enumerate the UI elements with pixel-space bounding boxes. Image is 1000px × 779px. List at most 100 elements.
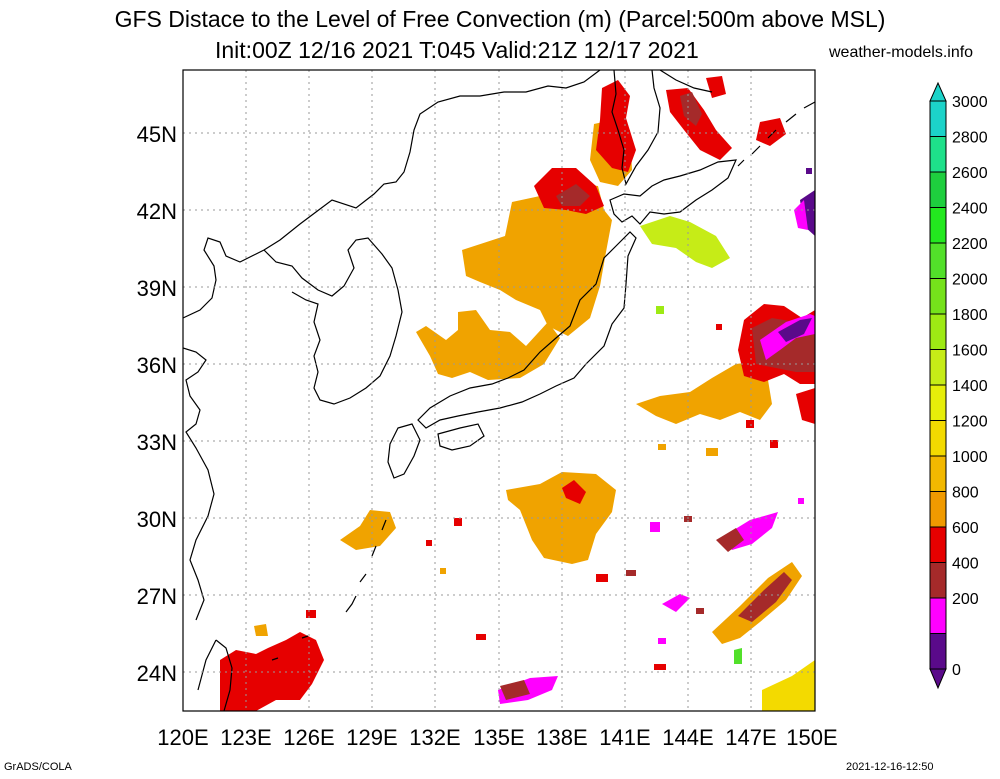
site-credit: weather-models.info — [829, 44, 974, 61]
colorbar-label: 1600 — [952, 343, 988, 360]
colorbar-label: 1400 — [952, 378, 988, 395]
lon-label: 135E — [473, 725, 524, 750]
colorbar-swatch — [929, 633, 947, 670]
lon-label: 126E — [283, 725, 334, 750]
colorbar-swatch — [929, 420, 947, 457]
lon-label: 132E — [409, 725, 460, 750]
coast-kyushu — [387, 423, 421, 479]
colorbar-swatch — [929, 455, 947, 492]
coast-taiwan — [197, 639, 233, 711]
colorbar-swatch — [929, 313, 947, 350]
shade-brown-kuril — [680, 92, 702, 126]
shade-japan-sea — [462, 182, 612, 336]
shade-red-kuril — [666, 88, 732, 160]
colorbar-bottom-arrow — [929, 668, 947, 690]
footer-right: 2021-12-16-12:50 — [846, 761, 934, 773]
shade-brown-se-band — [738, 572, 792, 622]
footer-left: GrADS/COLA — [4, 761, 72, 773]
colorbar-swatch — [929, 562, 947, 599]
lat-label: 42N — [137, 199, 177, 224]
shade-brown-hokkaido-w — [556, 184, 590, 206]
lat-axis: 45N 42N 39N 36N 33N 30N 27N 24N — [137, 122, 177, 686]
colorbar-swatch — [929, 136, 947, 173]
lon-label: 147E — [725, 725, 776, 750]
lat-label: 39N — [137, 276, 177, 301]
lon-label: 141E — [599, 725, 650, 750]
grid — [183, 70, 815, 711]
colorbar-label: 2200 — [952, 236, 988, 253]
colorbar-swatch — [929, 491, 947, 528]
shade-red-pacific-se — [796, 388, 815, 424]
shade-red-kuril3 — [706, 76, 726, 98]
colorbar-label: 2600 — [952, 165, 988, 182]
shade-scattered-cells — [306, 168, 812, 670]
colorbar-label: 2000 — [952, 272, 988, 289]
shade-orange-taiwan-n — [254, 624, 268, 636]
colorbar-swatch — [929, 242, 947, 279]
colorbar-swatch — [929, 171, 947, 208]
shade-magenta-se-small — [662, 594, 690, 612]
colorbar-label: 0 — [952, 662, 961, 679]
coastlines — [183, 70, 815, 711]
coast-okhotsk — [659, 70, 713, 93]
coast-ryukyu — [271, 519, 387, 661]
lat-label: 36N — [137, 353, 177, 378]
colorbar-label: 800 — [952, 485, 979, 502]
lat-label: 33N — [137, 430, 177, 455]
coast-korea — [263, 237, 403, 405]
lat-label: 24N — [137, 661, 177, 686]
lon-label: 150E — [786, 725, 837, 750]
shade-red-taiwan — [220, 632, 324, 711]
lon-label: 123E — [220, 725, 271, 750]
colorbar-swatch — [929, 207, 947, 244]
colorbar-labels: 3000280026002400220020001800160014001200… — [952, 94, 988, 679]
coast-hokkaido — [609, 159, 737, 225]
shade-orange-nw-small — [340, 510, 396, 550]
shade-green-honshu-e — [640, 216, 730, 268]
colorbar-label: 3000 — [952, 94, 988, 111]
colorbar-swatch — [929, 384, 947, 421]
shade-green-se — [734, 648, 742, 664]
shade-red-kuril2 — [756, 118, 786, 146]
colorbar-label: 1200 — [952, 414, 988, 431]
colorbar-swatch — [929, 349, 947, 386]
coast-china-east — [183, 347, 215, 621]
lon-axis: 120E 123E 126E 129E 132E 135E 138E 141E … — [157, 725, 837, 750]
shade-japan-sea-2 — [416, 310, 560, 380]
colorbar-top-arrow — [929, 81, 947, 102]
colorbar-swatch — [929, 100, 947, 137]
shade-magenta-ne — [794, 200, 808, 230]
coast-honshu — [417, 231, 637, 429]
coast-kuril — [737, 101, 815, 167]
shade-brown-bottom — [500, 680, 530, 700]
coast-sakhalin — [611, 70, 661, 186]
colorbar-label: 600 — [952, 520, 979, 537]
map-frame — [182, 69, 816, 712]
colorbar-label: 200 — [952, 591, 979, 608]
colorbar-label: 2800 — [952, 130, 988, 147]
lon-label: 129E — [346, 725, 397, 750]
colorbar-label: 1800 — [952, 307, 988, 324]
shade-brown-se-band2 — [716, 528, 744, 552]
lon-label: 144E — [662, 725, 713, 750]
coast-asia-mainland — [183, 70, 601, 319]
lon-label: 138E — [536, 725, 587, 750]
shade-red-sakhalin — [596, 80, 636, 172]
colorbar-swatch — [929, 278, 947, 315]
map-title: GFS Distace to the Level of Free Convect… — [114, 6, 886, 32]
colorbar-swatch — [929, 597, 947, 634]
shade-orange-pacific — [636, 362, 772, 424]
lat-label: 45N — [137, 122, 177, 147]
colorbar-label: 400 — [952, 556, 979, 573]
map-subtitle: Init:00Z 12/16 2021 T:045 Valid:21Z 12/1… — [215, 37, 699, 63]
lon-label: 120E — [157, 725, 208, 750]
lat-label: 30N — [137, 507, 177, 532]
shade-purple-pacific-east — [778, 318, 812, 342]
colorbar-swatch — [929, 526, 947, 563]
lat-label: 27N — [137, 584, 177, 609]
lfc-shading — [220, 76, 815, 711]
colorbar-label: 2400 — [952, 201, 988, 218]
shade-red-south — [562, 480, 586, 504]
colorbar — [929, 81, 947, 690]
